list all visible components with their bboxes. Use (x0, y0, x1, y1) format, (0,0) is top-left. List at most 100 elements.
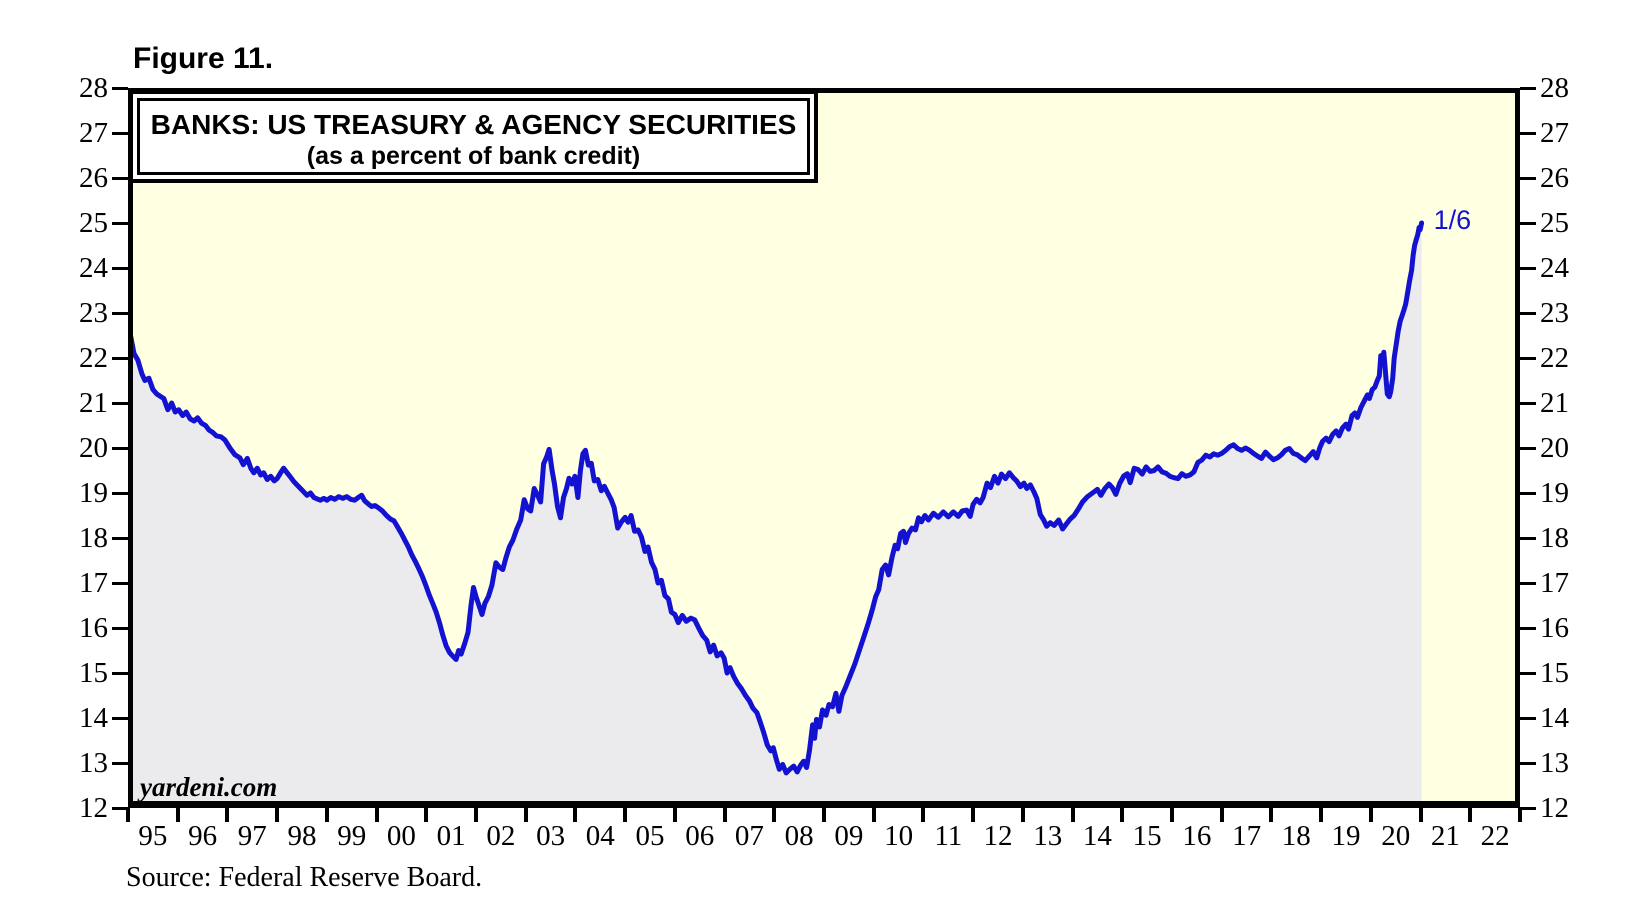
x-tick-mark (324, 808, 329, 822)
y-tick-mark-right (1520, 131, 1536, 135)
y-tick-mark-right (1520, 401, 1536, 405)
y-tick-mark-right (1520, 221, 1536, 225)
x-tick-label: 17 (1232, 820, 1262, 852)
x-tick-mark (672, 808, 677, 822)
x-tick-label: 04 (585, 820, 615, 852)
x-tick-mark (225, 808, 230, 822)
x-tick-label: 19 (1331, 820, 1361, 852)
y-tick-label-left: 15 (79, 657, 108, 689)
x-tick-mark (623, 808, 628, 822)
x-tick-mark (374, 808, 379, 822)
area-fill (128, 223, 1422, 808)
x-tick-label: 09 (834, 820, 864, 852)
y-tick-mark-right (1520, 581, 1536, 585)
x-tick-mark (921, 808, 926, 822)
x-tick-mark (871, 808, 876, 822)
y-tick-mark-left (112, 626, 128, 630)
y-tick-mark-right (1520, 356, 1536, 360)
y-tick-mark-left (112, 311, 128, 315)
y-tick-mark-left (112, 581, 128, 585)
y-tick-label-right: 18 (1540, 522, 1569, 554)
y-tick-mark-right (1520, 86, 1536, 90)
x-tick-mark (1518, 808, 1522, 822)
y-tick-label-right: 24 (1540, 252, 1569, 284)
x-tick-mark (573, 808, 578, 822)
x-tick-mark (474, 808, 478, 822)
y-tick-mark-right (1520, 671, 1536, 675)
x-tick-mark (722, 808, 727, 822)
x-tick-mark (275, 808, 280, 822)
y-tick-mark-left (112, 761, 128, 765)
y-tick-mark-left (112, 356, 128, 360)
x-tick-mark (1120, 808, 1125, 822)
y-tick-label-left: 21 (79, 387, 108, 419)
title-box: BANKS: US TREASURY & AGENCY SECURITIES (… (129, 90, 818, 183)
x-tick-label: 13 (1033, 820, 1063, 852)
x-tick-label: 00 (386, 820, 416, 852)
y-tick-mark-left (112, 86, 128, 90)
y-tick-mark-left (112, 491, 128, 495)
x-tick-label: 97 (237, 820, 267, 852)
x-tick-label: 10 (884, 820, 914, 852)
y-tick-label-right: 26 (1540, 162, 1569, 194)
y-tick-mark-left (112, 446, 128, 450)
source-note: Source: Federal Reserve Board. (126, 862, 483, 893)
y-tick-mark-right (1520, 716, 1536, 720)
y-tick-mark-right (1520, 446, 1536, 450)
y-tick-mark-left (112, 401, 128, 405)
y-tick-label-right: 20 (1540, 432, 1569, 464)
y-tick-label-left: 24 (79, 252, 108, 284)
y-tick-mark-right (1520, 806, 1536, 810)
y-tick-mark-right (1520, 311, 1536, 315)
y-tick-label-left: 26 (79, 162, 108, 194)
x-tick-label: 08 (784, 820, 814, 852)
x-tick-mark (1418, 808, 1423, 822)
x-tick-label: 07 (734, 820, 764, 852)
y-tick-mark-right (1520, 176, 1536, 180)
y-tick-label-left: 25 (79, 207, 108, 239)
y-tick-label-left: 27 (79, 117, 108, 149)
x-tick-mark (1020, 808, 1025, 822)
y-tick-mark-left (112, 716, 128, 720)
y-tick-mark-right (1520, 761, 1536, 765)
y-tick-label-right: 28 (1540, 72, 1569, 104)
y-tick-label-right: 13 (1540, 747, 1569, 779)
x-tick-label: 21 (1430, 820, 1460, 852)
y-tick-label-right: 16 (1540, 612, 1569, 644)
x-tick-mark (126, 808, 130, 822)
y-tick-mark-left (112, 131, 128, 135)
x-tick-mark (822, 808, 826, 822)
x-tick-label: 15 (1132, 820, 1162, 852)
chart-subtitle: (as a percent of bank credit) (306, 142, 641, 170)
x-tick-label: 05 (635, 820, 665, 852)
figure-label: Figure 11. (133, 42, 274, 75)
y-tick-label-left: 19 (79, 477, 108, 509)
y-tick-mark-left (112, 176, 128, 180)
x-tick-mark (772, 808, 777, 822)
y-tick-label-right: 23 (1540, 297, 1569, 329)
y-tick-mark-left (112, 221, 128, 225)
y-tick-mark-left (112, 266, 128, 270)
x-tick-label: 99 (337, 820, 367, 852)
x-tick-label: 06 (685, 820, 715, 852)
x-tick-label: 16 (1182, 820, 1212, 852)
x-tick-label: 12 (983, 820, 1013, 852)
x-tick-label: 03 (536, 820, 566, 852)
y-tick-label-right: 27 (1540, 117, 1569, 149)
y-tick-label-right: 22 (1540, 342, 1569, 374)
x-tick-mark (424, 808, 429, 822)
y-tick-label-left: 13 (79, 747, 108, 779)
x-tick-label: 01 (436, 820, 466, 852)
y-tick-mark-right (1520, 626, 1536, 630)
x-tick-mark (971, 808, 976, 822)
x-tick-mark (1170, 808, 1174, 822)
data-line (128, 220, 1425, 776)
x-tick-label: 95 (138, 820, 168, 852)
x-tick-mark (1070, 808, 1075, 822)
plot-area (128, 88, 1520, 808)
y-tick-label-left: 18 (79, 522, 108, 554)
y-tick-mark-left (112, 806, 128, 810)
x-tick-label: 02 (486, 820, 516, 852)
x-tick-label: 20 (1381, 820, 1411, 852)
